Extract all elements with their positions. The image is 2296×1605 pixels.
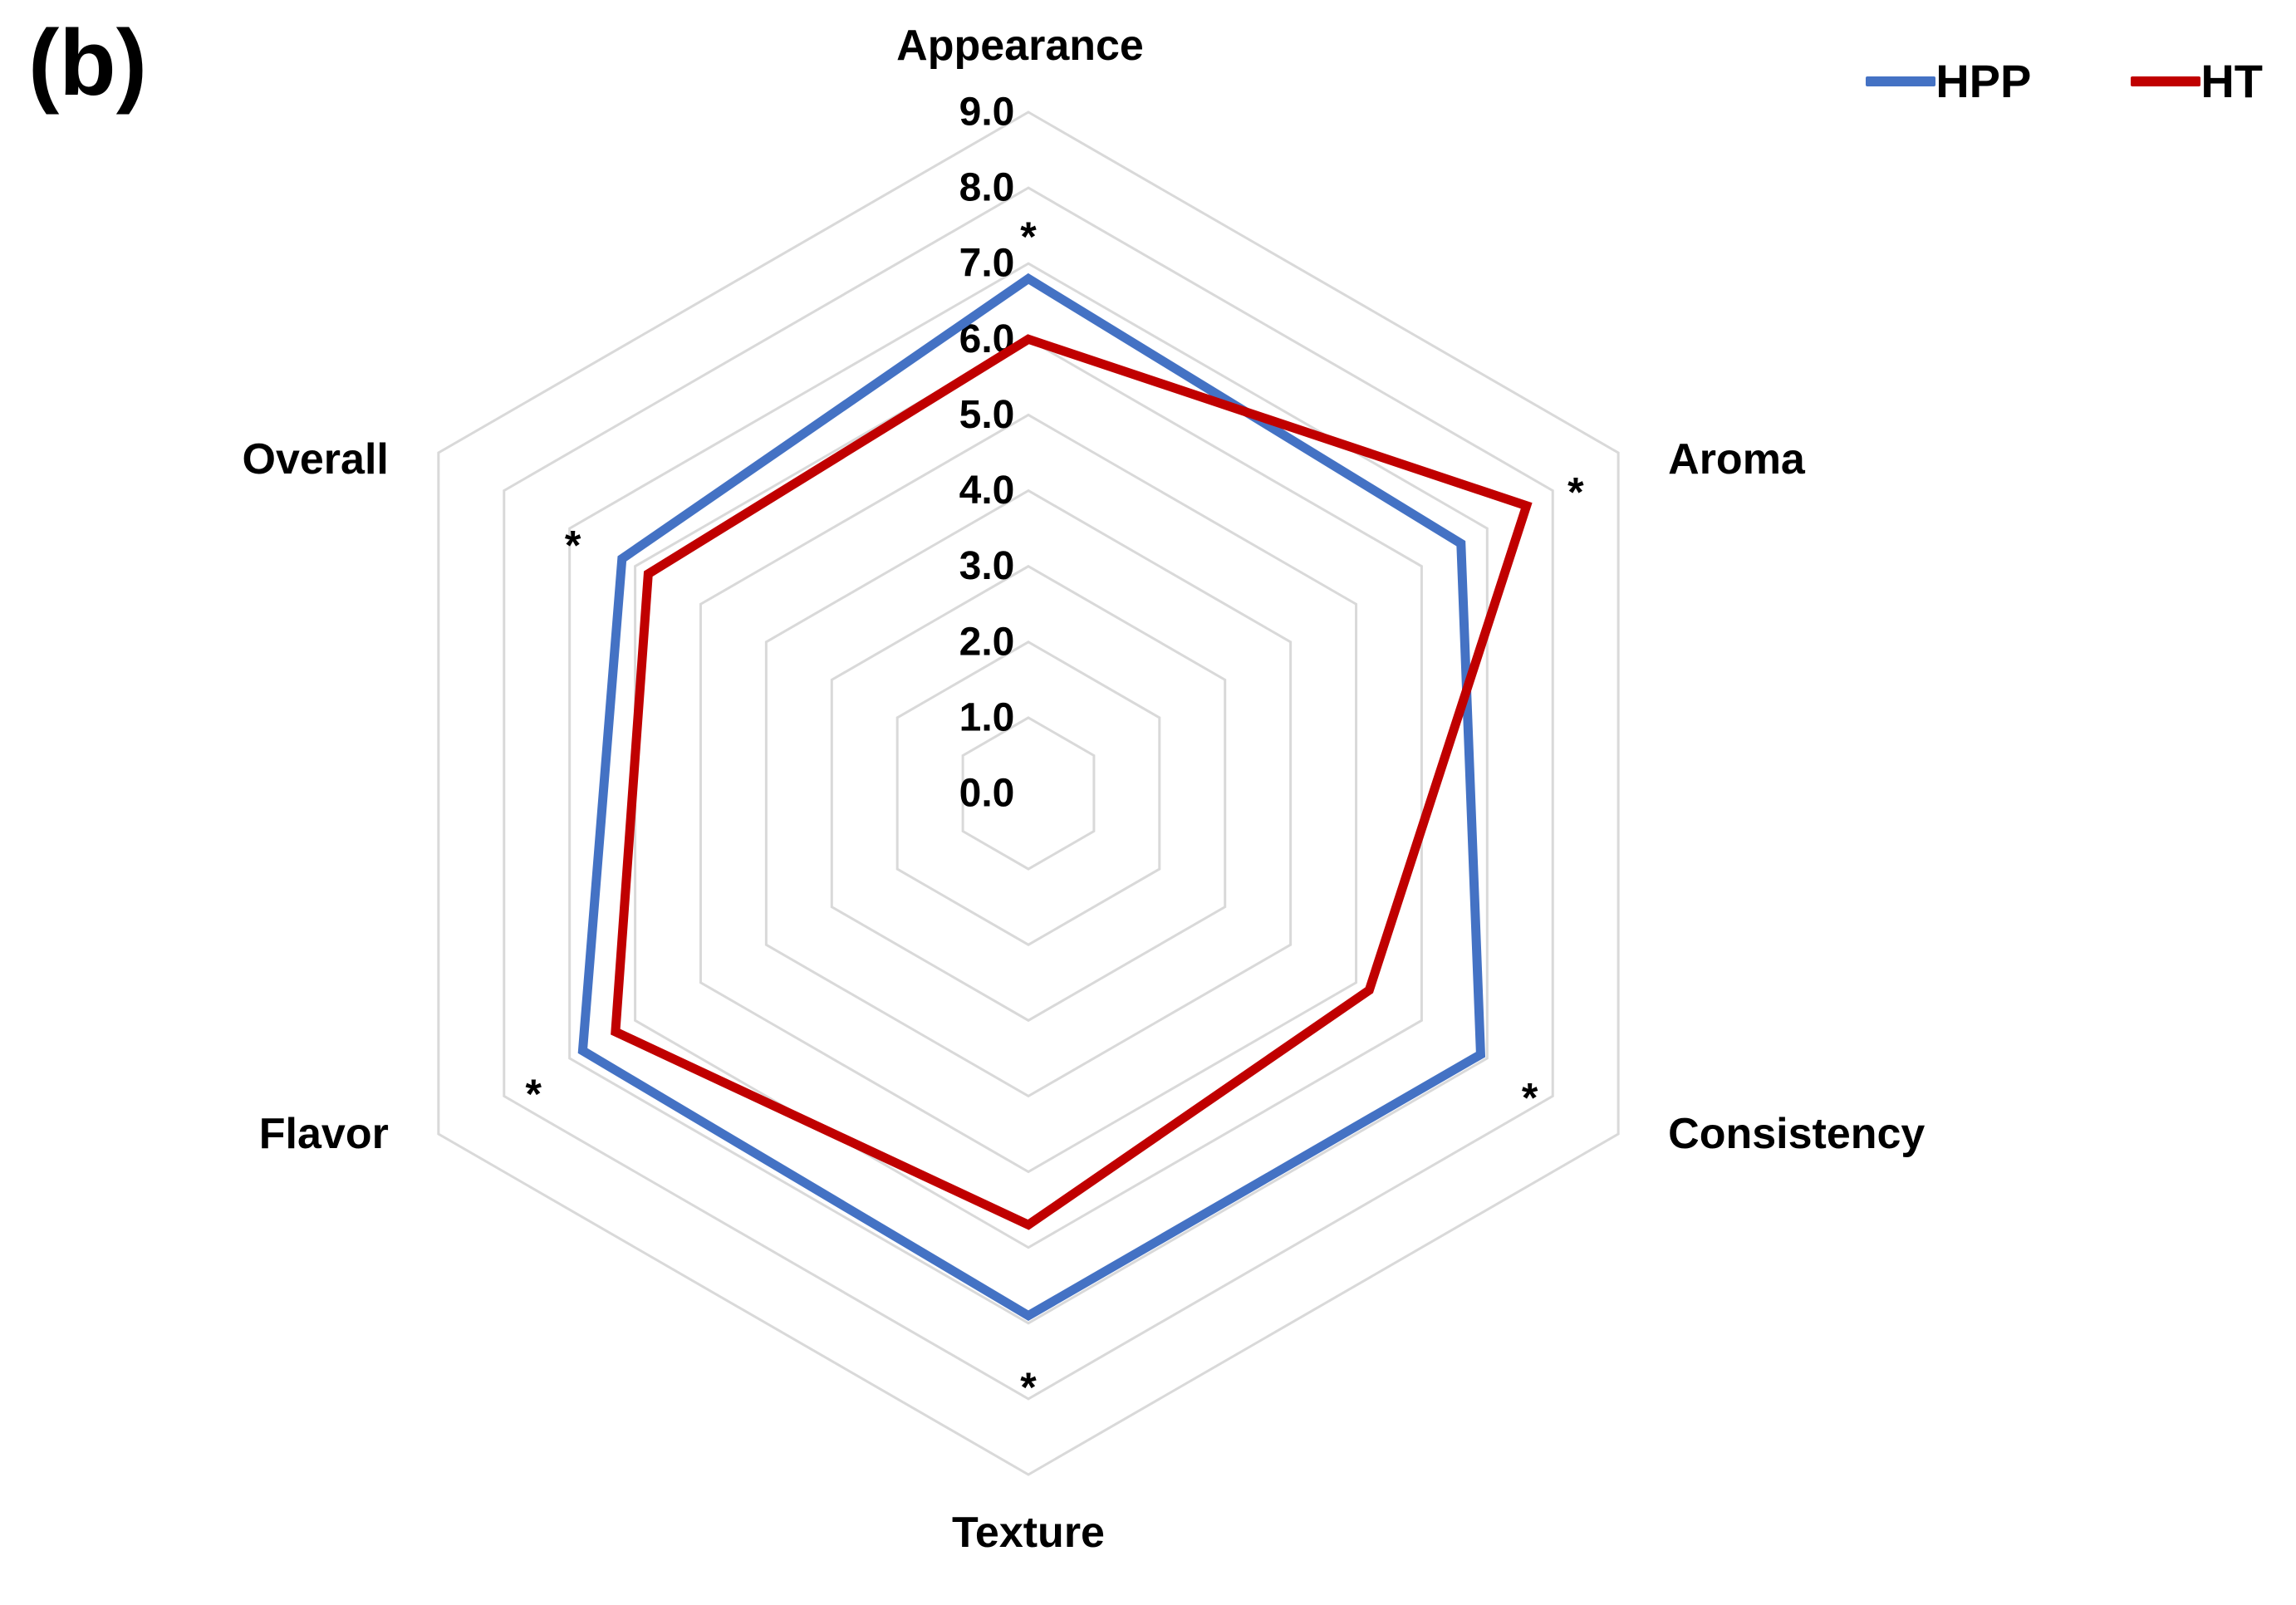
tick-label-9-0: 9.0 [959,91,1015,135]
axis-label-texture: Texture [952,1509,1105,1557]
axis-label-aroma: Aroma [1668,435,1806,483]
series-lines [577,272,1533,1322]
significance-marker-overall: * [565,522,581,568]
legend-item-hpp: HPP [1866,58,2031,105]
legend-swatch-ht [2131,76,2201,86]
grid-ring-9 [437,110,1620,1476]
axis-label-consistency: Consistency [1668,1110,1925,1158]
radial-tick-labels: 0.01.02.03.04.05.06.07.08.09.0 [959,91,1015,816]
legend-item-ht: HT [2131,58,2263,105]
grid-ring-4 [764,488,1293,1098]
grid-ring-3 [830,564,1227,1023]
significance-marker-consistency: * [1522,1075,1538,1122]
grid-ring-2 [895,641,1161,946]
significance-marker-texture: * [1020,1364,1037,1411]
grid-ring-8 [503,186,1554,1401]
axis-labels: Appearance Aroma Consistency Texture Flavor O… [243,22,1926,1557]
significance-marker-flavor: * [526,1071,542,1117]
grid-ring-6 [634,337,1423,1249]
axis-label-overall: Overall [243,435,389,483]
grid-ring-5 [699,413,1358,1174]
series-line-hpp [577,272,1486,1322]
radar-grid [437,110,1620,1476]
tick-label-1-0: 1.0 [959,695,1015,739]
axis-label-appearance: Appearance [896,22,1144,70]
tick-label-7-0: 7.0 [959,242,1015,286]
grid-ring-1 [961,716,1096,871]
series-line-ht [611,334,1533,1230]
tick-label-8-0: 8.0 [959,166,1015,210]
tick-label-0-0: 0.0 [959,772,1015,816]
legend-label-ht: HT [2200,55,2263,107]
tick-label-5-0: 5.0 [959,393,1015,437]
panel-label: (b) [28,11,148,115]
tick-label-2-0: 2.0 [959,620,1015,664]
axis-label-flavor: Flavor [259,1110,389,1158]
tick-label-3-0: 3.0 [959,544,1015,588]
chart-legend: HPP HT [1866,58,2263,105]
legend-label-hpp: HPP [1935,55,2032,107]
significance-marker-aroma: * [1567,469,1584,516]
significance-marker-appearance: * [1020,214,1037,260]
legend-swatch-hpp [1866,76,1936,86]
significance-markers: * * * * * * [526,214,1585,1411]
tick-label-4-0: 4.0 [959,469,1015,513]
grid-ring-7 [568,262,1489,1325]
